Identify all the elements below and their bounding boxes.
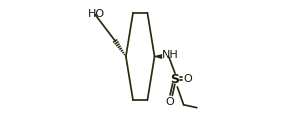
Polygon shape bbox=[155, 54, 162, 60]
Text: S: S bbox=[171, 72, 180, 85]
Text: NH: NH bbox=[162, 49, 179, 59]
Text: O: O bbox=[183, 74, 192, 84]
Text: HO: HO bbox=[88, 9, 105, 19]
Text: O: O bbox=[166, 96, 174, 106]
